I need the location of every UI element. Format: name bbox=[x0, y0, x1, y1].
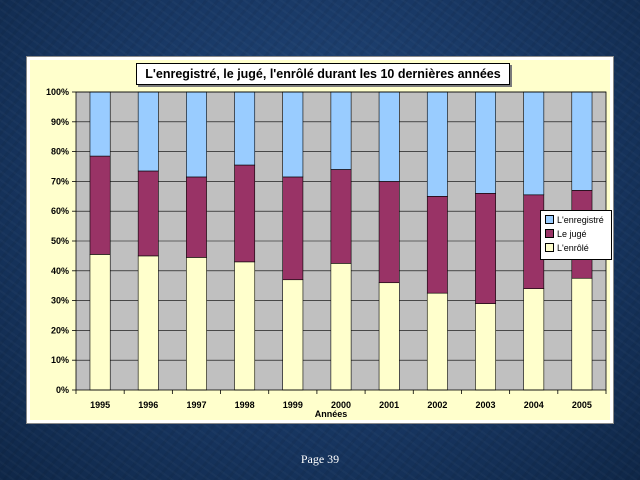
bar-1999-series-1 bbox=[282, 279, 304, 391]
bar-2000-series-3 bbox=[330, 91, 352, 170]
bar-2001-series-2 bbox=[378, 181, 400, 284]
x-tick-label: 1996 bbox=[138, 400, 158, 410]
bar-1998-series-2 bbox=[234, 164, 256, 263]
bar-2000-series-1 bbox=[330, 263, 352, 391]
x-tick-label: 2002 bbox=[427, 400, 447, 410]
y-tick-label: 40% bbox=[51, 266, 69, 276]
bar-2000-series-2 bbox=[330, 169, 352, 264]
bar-2003-series-3 bbox=[475, 91, 496, 194]
y-tick-label: 70% bbox=[51, 176, 69, 186]
bar-2005-series-1 bbox=[571, 277, 593, 391]
bar-2001-series-1 bbox=[378, 282, 400, 391]
bar-1996-series-2 bbox=[137, 170, 159, 257]
x-tick-label: 2005 bbox=[572, 400, 592, 410]
legend-swatch bbox=[545, 229, 554, 239]
bar-1998-series-3 bbox=[234, 91, 256, 166]
bar-1997-series-2 bbox=[186, 176, 207, 258]
x-tick-label: 2003 bbox=[476, 400, 496, 410]
y-tick-label: 80% bbox=[51, 147, 69, 157]
bar-2002-series-3 bbox=[426, 91, 448, 197]
page-number: Page 39 bbox=[300, 452, 340, 466]
x-axis-label: Années bbox=[315, 409, 348, 419]
legend-item: L'enregistré bbox=[545, 214, 604, 226]
legend-swatch bbox=[545, 243, 554, 253]
x-tick-label: 2004 bbox=[524, 400, 544, 410]
y-tick-label: 50% bbox=[51, 236, 69, 246]
legend-item: Le jugé bbox=[545, 228, 587, 240]
bar-2003-series-2 bbox=[475, 193, 496, 304]
bar-2003-series-1 bbox=[475, 303, 496, 391]
bar-2005-series-3 bbox=[571, 91, 593, 191]
bar-1998-series-1 bbox=[234, 261, 256, 391]
y-tick-label: 90% bbox=[51, 117, 69, 127]
x-tick-label: 1998 bbox=[235, 400, 255, 410]
y-tick-label: 100% bbox=[46, 87, 69, 97]
legend-label: L'enregistré bbox=[557, 215, 604, 225]
legend-swatch bbox=[545, 215, 554, 225]
bar-2002-series-1 bbox=[426, 292, 448, 391]
legend-label: Le jugé bbox=[557, 229, 587, 239]
y-tick-label: 30% bbox=[51, 296, 69, 306]
legend-item: L'enrôlé bbox=[545, 242, 589, 254]
bar-1995-series-1 bbox=[89, 254, 111, 391]
x-tick-label: 1995 bbox=[90, 400, 110, 410]
bar-1999-series-3 bbox=[282, 91, 304, 178]
bar-1997-series-1 bbox=[186, 257, 207, 391]
chart-legend: L'enregistré Le jugé L'enrôlé bbox=[540, 210, 612, 260]
bar-2001-series-3 bbox=[378, 91, 400, 182]
bar-1999-series-2 bbox=[282, 176, 304, 281]
y-tick-label: 60% bbox=[51, 206, 69, 216]
bar-1997-series-3 bbox=[186, 91, 207, 178]
bar-2004-series-3 bbox=[523, 91, 545, 196]
x-tick-label: 1999 bbox=[283, 400, 303, 410]
bar-1996-series-3 bbox=[137, 91, 159, 172]
x-tick-label: 2001 bbox=[379, 400, 399, 410]
bar-1995-series-2 bbox=[89, 155, 111, 255]
chart-title: L'enregistré, le jugé, l'enrôlé durant l… bbox=[136, 63, 510, 85]
bar-1996-series-1 bbox=[137, 255, 159, 391]
y-tick-label: 10% bbox=[51, 355, 69, 365]
legend-label: L'enrôlé bbox=[557, 243, 589, 253]
y-tick-label: 0% bbox=[56, 385, 69, 395]
bar-2004-series-1 bbox=[523, 288, 545, 391]
bar-1995-series-3 bbox=[89, 91, 111, 157]
bar-2002-series-2 bbox=[426, 196, 448, 294]
y-tick-label: 20% bbox=[51, 325, 69, 335]
x-tick-label: 1997 bbox=[186, 400, 206, 410]
x-tick-label: 2000 bbox=[331, 400, 351, 410]
